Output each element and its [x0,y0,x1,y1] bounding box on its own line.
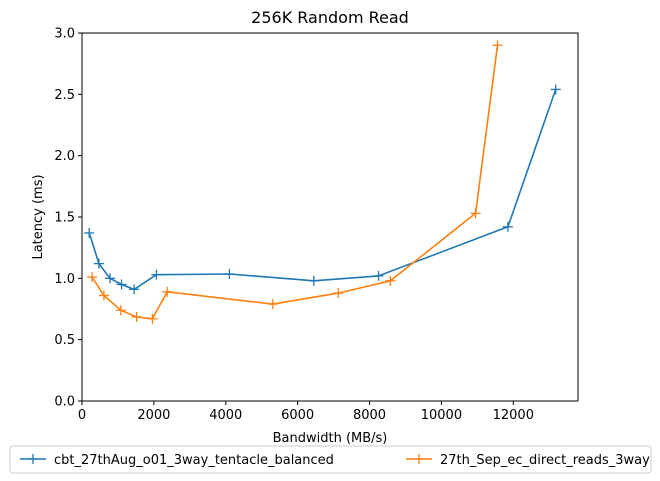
y-tick-label: 1.0 [54,272,75,287]
data-point [502,221,513,232]
y-tick-label: 0.0 [54,395,75,410]
legend-item-1: 27th_Sep_ec_direct_reads_3way [406,453,650,468]
x-axis: 0 2000 4000 6000 8000 10000 12000 [78,401,534,423]
x-tick-label: 8000 [353,408,386,423]
series-line [88,89,557,291]
y-tick-label: 3.0 [54,27,75,42]
legend-item-0: cbt_27thAug_o01_3way_tentacle_balanced [20,453,334,468]
legend: cbt_27thAug_o01_3way_tentacle_balanced 27… [9,445,652,474]
data-point [105,273,116,284]
chart-title: 256K Random Read [251,8,409,27]
data-point [385,275,396,286]
x-tick-label: 10000 [421,408,462,423]
data-point [84,227,95,238]
data-point [147,313,158,324]
x-tick-label: 12000 [493,408,534,423]
y-tick-label: 2.0 [54,149,75,164]
data-point [129,284,140,295]
data-point [373,270,384,281]
data-point [131,311,142,322]
data-point [550,84,561,95]
y-tick-label: 1.5 [54,211,75,226]
y-tick-label: 0.5 [54,333,75,348]
x-tick-label: 2000 [137,408,170,423]
data-point [87,272,98,283]
data-point [492,40,503,51]
plot-frame [81,32,579,402]
series-0 [84,84,561,295]
data-point [224,269,235,280]
data-point [333,288,344,299]
legend-marker [28,454,38,464]
data-point [308,275,319,286]
legend-box [9,445,652,474]
data-point [115,305,126,316]
data-point [267,299,278,310]
y-tick-label: 2.5 [54,88,75,103]
data-point [470,208,481,219]
x-tick-label: 6000 [281,408,314,423]
data-point [98,290,109,301]
y-axis: 0.0 0.5 1.0 1.5 2.0 2.5 3.0 [54,27,82,410]
y-axis-label: Latency (ms) [31,174,46,259]
data-point [151,269,162,280]
data-point [93,258,104,269]
x-tick-label: 0 [78,408,86,423]
data-point [162,286,173,297]
x-axis-label: Bandwidth (MB/s) [273,431,388,446]
legend-label: cbt_27thAug_o01_3way_tentacle_balanced [54,453,334,468]
x-tick-label: 4000 [209,408,242,423]
plot-area [84,40,561,324]
data-point [116,279,127,290]
legend-marker [414,454,424,464]
series-1 [87,40,503,324]
legend-label: 27th_Sep_ec_direct_reads_3way [440,453,650,468]
